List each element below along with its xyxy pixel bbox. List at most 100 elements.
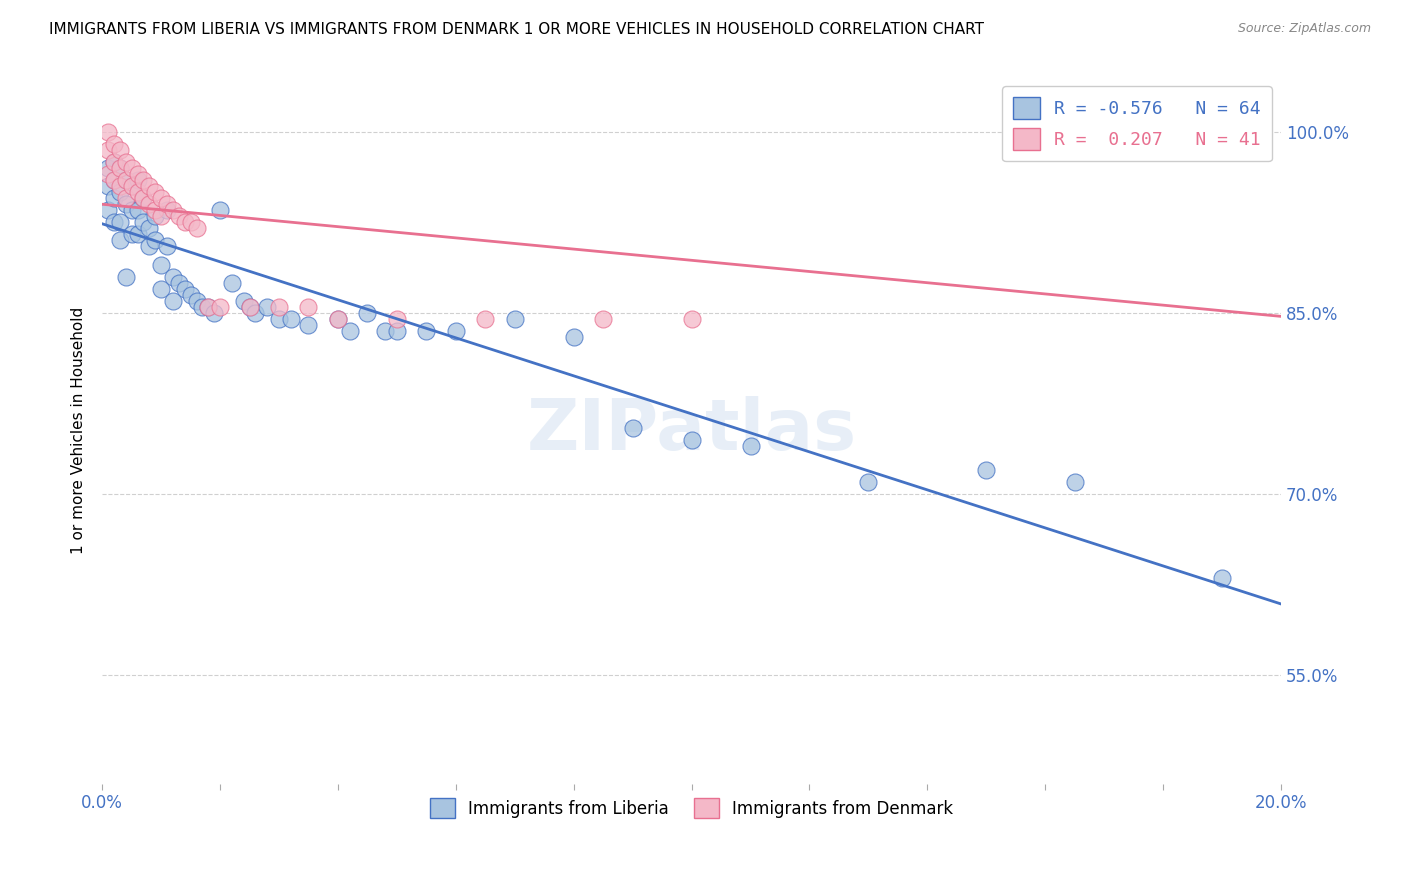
Point	[444, 324, 467, 338]
Point	[127, 185, 149, 199]
Point	[267, 300, 290, 314]
Point	[209, 203, 232, 218]
Point	[297, 318, 319, 332]
Point	[202, 306, 225, 320]
Point	[173, 215, 195, 229]
Point	[374, 324, 396, 338]
Point	[97, 161, 120, 175]
Point	[173, 282, 195, 296]
Point	[974, 463, 997, 477]
Point	[138, 179, 160, 194]
Point	[221, 276, 243, 290]
Point	[167, 209, 190, 223]
Point	[143, 203, 166, 218]
Point	[108, 185, 131, 199]
Point	[356, 306, 378, 320]
Point	[385, 312, 408, 326]
Point	[297, 300, 319, 314]
Point	[186, 293, 208, 308]
Point	[474, 312, 496, 326]
Point	[138, 239, 160, 253]
Point	[681, 312, 703, 326]
Point	[108, 161, 131, 175]
Point	[114, 191, 136, 205]
Point	[267, 312, 290, 326]
Point	[858, 475, 880, 489]
Point	[108, 161, 131, 175]
Point	[108, 215, 131, 229]
Point	[256, 300, 278, 314]
Point	[143, 234, 166, 248]
Point	[150, 209, 173, 223]
Point	[162, 203, 184, 218]
Point	[108, 234, 131, 248]
Point	[197, 300, 219, 314]
Point	[503, 312, 526, 326]
Point	[562, 330, 585, 344]
Point	[121, 203, 143, 218]
Point	[162, 269, 184, 284]
Point	[127, 227, 149, 242]
Point	[245, 306, 267, 320]
Point	[143, 209, 166, 223]
Point	[103, 191, 125, 205]
Point	[114, 269, 136, 284]
Point	[114, 197, 136, 211]
Point	[121, 161, 143, 175]
Point	[97, 203, 120, 218]
Point	[97, 143, 120, 157]
Point	[103, 155, 125, 169]
Point	[121, 179, 143, 194]
Point	[621, 420, 644, 434]
Point	[103, 215, 125, 229]
Point	[150, 191, 173, 205]
Point	[114, 155, 136, 169]
Point	[415, 324, 437, 338]
Point	[167, 276, 190, 290]
Point	[740, 439, 762, 453]
Point	[103, 173, 125, 187]
Point	[103, 136, 125, 151]
Point	[103, 173, 125, 187]
Point	[681, 433, 703, 447]
Point	[238, 300, 260, 314]
Point	[114, 173, 136, 187]
Point	[592, 312, 614, 326]
Point	[127, 203, 149, 218]
Point	[132, 191, 155, 205]
Point	[103, 155, 125, 169]
Text: IMMIGRANTS FROM LIBERIA VS IMMIGRANTS FROM DENMARK 1 OR MORE VEHICLES IN HOUSEHO: IMMIGRANTS FROM LIBERIA VS IMMIGRANTS FR…	[49, 22, 984, 37]
Point	[97, 167, 120, 181]
Point	[1063, 475, 1085, 489]
Legend: Immigrants from Liberia, Immigrants from Denmark: Immigrants from Liberia, Immigrants from…	[423, 791, 960, 825]
Point	[121, 227, 143, 242]
Point	[132, 215, 155, 229]
Point	[97, 179, 120, 194]
Point	[197, 300, 219, 314]
Point	[143, 185, 166, 199]
Point	[385, 324, 408, 338]
Point	[232, 293, 254, 308]
Point	[121, 179, 143, 194]
Point	[132, 191, 155, 205]
Point	[180, 215, 202, 229]
Point	[114, 173, 136, 187]
Point	[326, 312, 349, 326]
Point	[127, 167, 149, 181]
Point	[156, 197, 179, 211]
Point	[326, 312, 349, 326]
Point	[191, 300, 214, 314]
Point	[108, 143, 131, 157]
Point	[138, 221, 160, 235]
Point	[180, 287, 202, 301]
Y-axis label: 1 or more Vehicles in Household: 1 or more Vehicles in Household	[72, 307, 86, 554]
Point	[339, 324, 361, 338]
Point	[1211, 125, 1233, 139]
Point	[209, 300, 232, 314]
Point	[1211, 572, 1233, 586]
Point	[138, 197, 160, 211]
Point	[150, 282, 173, 296]
Point	[238, 300, 260, 314]
Point	[156, 203, 179, 218]
Text: Source: ZipAtlas.com: Source: ZipAtlas.com	[1237, 22, 1371, 36]
